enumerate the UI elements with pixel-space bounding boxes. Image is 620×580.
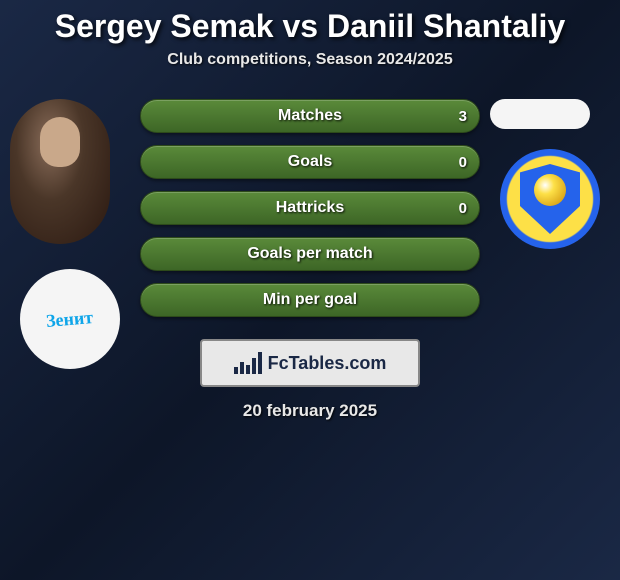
brand-text: FcTables.com xyxy=(268,353,387,374)
stats-list: Matches 3 Goals 0 Hattricks 0 Goals per … xyxy=(140,99,480,317)
player1-photo xyxy=(10,99,110,244)
page-title: Sergey Semak vs Daniil Shantaliy xyxy=(0,0,620,45)
brand-bars-icon xyxy=(234,352,262,374)
rostov-shield-icon xyxy=(520,164,580,234)
stat-value-p1: 0 xyxy=(459,154,467,171)
stat-row-goals: Goals 0 xyxy=(140,145,480,179)
stat-value-p1: 3 xyxy=(459,108,467,125)
stat-label: Goals xyxy=(288,153,332,171)
page-subtitle: Club competitions, Season 2024/2025 xyxy=(0,51,620,69)
snapshot-date: 20 february 2025 xyxy=(0,401,620,421)
player2-club-badge xyxy=(500,149,600,249)
stat-label: Goals per match xyxy=(247,245,372,263)
stat-row-goals-per-match: Goals per match xyxy=(140,237,480,271)
brand-watermark: FcTables.com xyxy=(200,339,420,387)
stat-row-hattricks: Hattricks 0 xyxy=(140,191,480,225)
comparison-panel: Зенит Matches 3 Goals 0 Hattricks 0 Goal… xyxy=(0,99,620,421)
stat-label: Min per goal xyxy=(263,291,357,309)
zenit-logo-text: Зенит xyxy=(46,306,95,331)
stat-row-min-per-goal: Min per goal xyxy=(140,283,480,317)
player1-club-badge: Зенит xyxy=(20,269,120,369)
player2-photo xyxy=(490,99,590,129)
stat-value-p1: 0 xyxy=(459,200,467,217)
stat-row-matches: Matches 3 xyxy=(140,99,480,133)
stat-label: Matches xyxy=(278,107,342,125)
stat-label: Hattricks xyxy=(276,199,344,217)
